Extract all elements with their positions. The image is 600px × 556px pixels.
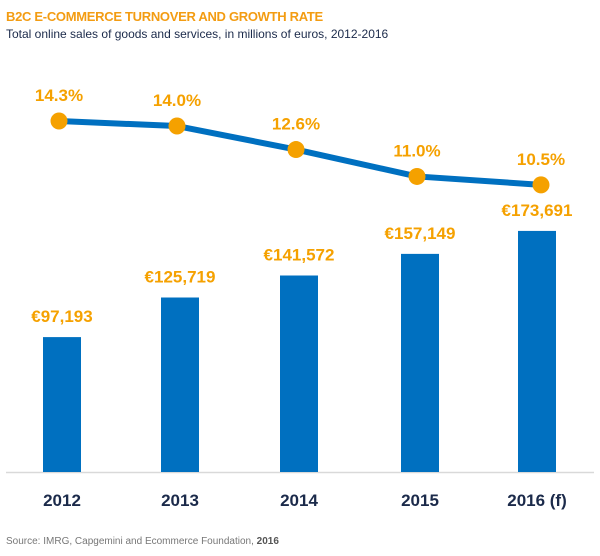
bar-2015 <box>401 253 439 472</box>
bar-label: €97,193 <box>31 307 92 326</box>
growth-marker <box>532 176 550 194</box>
x-tick-label: 2013 <box>161 491 199 510</box>
chart-subtitle: Total online sales of goods and services… <box>6 27 389 41</box>
x-tick-label: 2016 (f) <box>507 491 567 510</box>
x-tick-label: 2015 <box>401 491 439 510</box>
growth-label: 12.6% <box>272 115 320 134</box>
x-tick-label: 2012 <box>43 491 81 510</box>
bar-2014 <box>280 275 318 472</box>
source-note: Source: IMRG, Capgemini and Ecommerce Fo… <box>6 536 279 547</box>
bar-label: €141,572 <box>264 245 335 264</box>
growth-label: 11.0% <box>393 141 440 160</box>
growth-marker <box>408 167 426 185</box>
bar-label: €125,719 <box>145 268 216 287</box>
source-text: Source: IMRG, Capgemini and Ecommerce Fo… <box>6 536 257 547</box>
growth-marker <box>287 141 305 159</box>
bar-label: €173,691 <box>502 201 573 220</box>
growth-marker <box>168 117 186 135</box>
chart-title: B2C E-COMMERCE TURNOVER AND GROWTH RATE <box>6 9 323 24</box>
growth-marker <box>50 112 68 130</box>
growth-label: 14.3% <box>35 86 83 105</box>
x-tick-label: 2014 <box>280 491 318 510</box>
bar-2013 <box>161 297 199 472</box>
bar-label: €157,149 <box>385 224 456 243</box>
bar-2012 <box>43 337 81 472</box>
growth-label: 10.5% <box>517 150 565 169</box>
bar-2016 (f) <box>518 230 556 472</box>
source-year: 2016 <box>256 536 279 547</box>
growth-label: 14.0% <box>153 91 201 110</box>
